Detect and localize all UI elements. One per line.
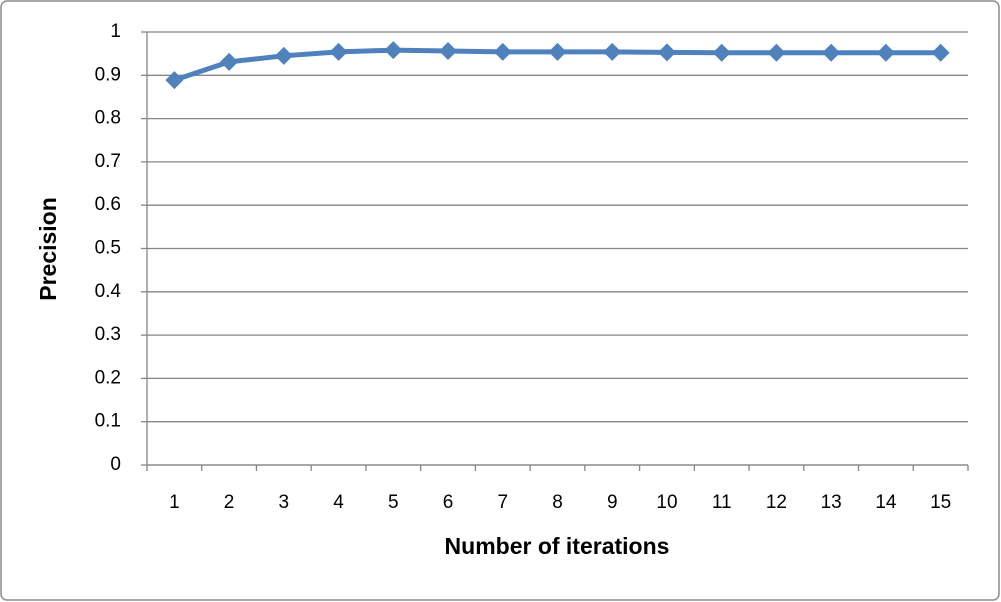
y-tick-label: 0 <box>110 454 121 475</box>
x-tick-label: 9 <box>607 492 618 513</box>
data-marker <box>767 43 786 62</box>
x-tick-label: 14 <box>875 492 897 513</box>
x-tick-label: 12 <box>766 492 787 513</box>
y-axis-title: Precision <box>35 197 61 301</box>
data-marker <box>712 43 731 62</box>
x-tick-label: 3 <box>279 492 290 513</box>
data-marker <box>274 46 293 65</box>
x-tick-label: 7 <box>497 492 508 513</box>
x-tick-label: 2 <box>224 492 235 513</box>
y-tick-label: 0.7 <box>95 151 121 172</box>
x-tick-label: 13 <box>821 492 842 513</box>
x-tick-label: 15 <box>930 492 951 513</box>
data-marker <box>329 42 348 61</box>
data-marker <box>548 42 567 61</box>
y-tick-label: 0.4 <box>95 281 122 302</box>
data-marker <box>165 71 184 90</box>
y-tick-label: 0.6 <box>95 194 121 215</box>
data-marker <box>876 43 895 62</box>
data-marker <box>822 43 841 62</box>
y-tick-label: 0.8 <box>95 108 121 129</box>
y-tick-label: 0.2 <box>95 367 121 388</box>
y-tick-label: 1 <box>110 21 121 42</box>
x-tick-label: 10 <box>656 492 677 513</box>
data-marker <box>657 43 676 62</box>
x-tick-label: 11 <box>712 492 732 513</box>
x-tick-label: 4 <box>333 492 344 513</box>
y-tick-label: 0.9 <box>95 64 121 85</box>
data-marker <box>384 41 403 60</box>
x-tick-label: 1 <box>169 492 180 513</box>
x-tick-label: 6 <box>443 492 454 513</box>
y-tick-label: 0.3 <box>95 324 121 345</box>
data-marker <box>439 42 458 61</box>
x-axis-title: Number of iterations <box>445 533 670 559</box>
x-tick-label: 8 <box>552 492 563 513</box>
data-marker <box>493 42 512 61</box>
y-tick-label: 0.5 <box>95 238 121 259</box>
data-marker <box>931 43 950 62</box>
data-marker <box>220 52 239 71</box>
y-tick-label: 0.1 <box>95 411 121 432</box>
x-tick-label: 5 <box>388 492 399 513</box>
data-marker <box>603 42 622 61</box>
